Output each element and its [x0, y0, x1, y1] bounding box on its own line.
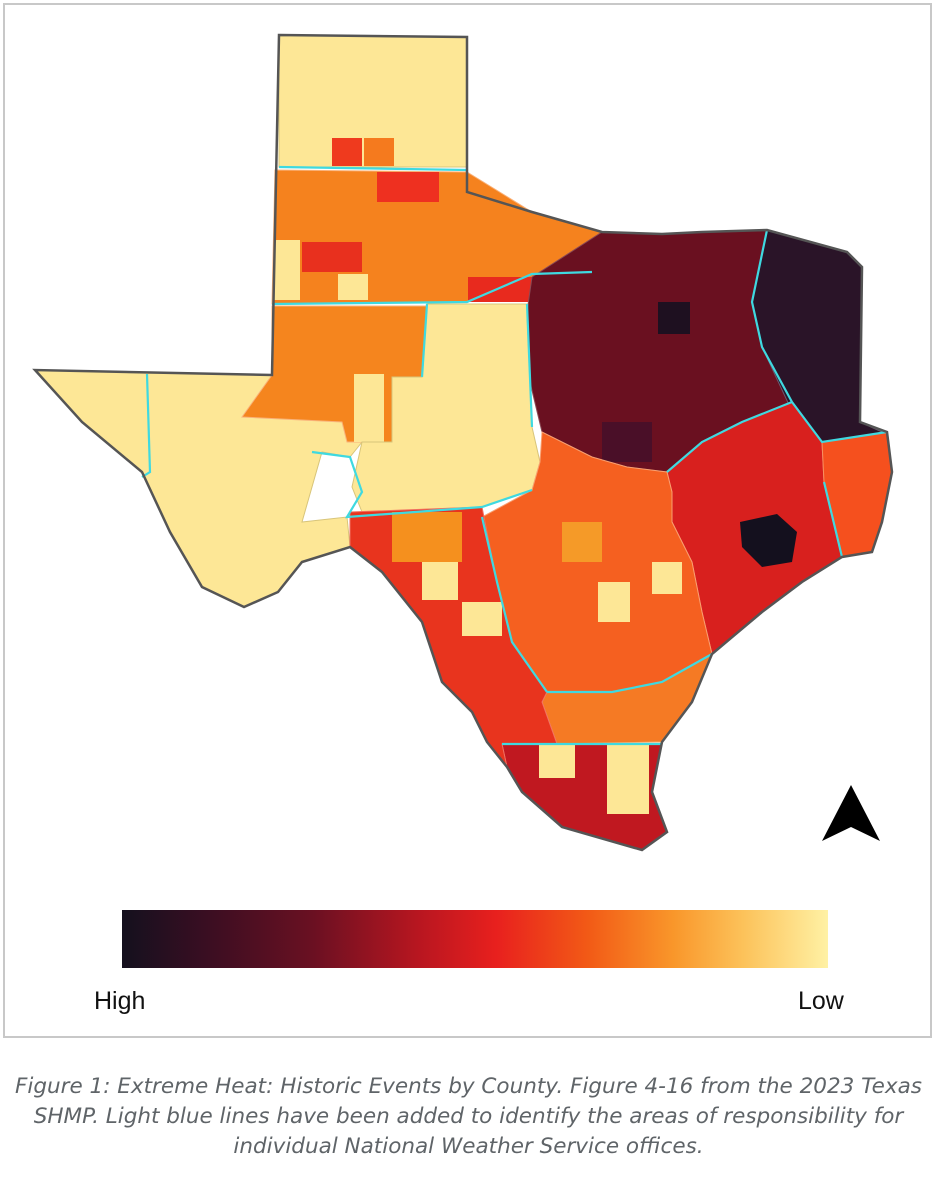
nws-boundaries: [141, 165, 888, 746]
county-low: [422, 562, 458, 600]
figure-frame: High Low: [3, 3, 932, 1038]
county-low: [539, 744, 575, 778]
north-arrow-icon: [822, 785, 880, 841]
county-hot: [302, 242, 362, 272]
county-low: [354, 374, 384, 442]
county-hot: [332, 138, 362, 166]
county-hot: [377, 172, 439, 202]
county-dark: [740, 514, 797, 567]
county-dark: [602, 422, 652, 462]
county-low: [598, 582, 630, 622]
county-low: [607, 744, 649, 814]
county-dark: [658, 302, 690, 334]
legend-low-label: Low: [798, 987, 844, 1015]
county-low: [652, 562, 682, 594]
texas-state-outline: [32, 33, 894, 852]
county-low: [274, 240, 300, 300]
county-warm: [364, 138, 394, 166]
legend-high-label: High: [94, 987, 146, 1015]
county-warm: [392, 512, 462, 562]
figure-caption: Figure 1: Extreme Heat: Historic Events …: [15, 1074, 922, 1159]
county-warm: [562, 522, 602, 562]
texas-county-heat-map: [32, 33, 894, 852]
color-scale-bar: [122, 910, 828, 968]
county-low: [338, 274, 368, 300]
county-low: [462, 602, 502, 636]
